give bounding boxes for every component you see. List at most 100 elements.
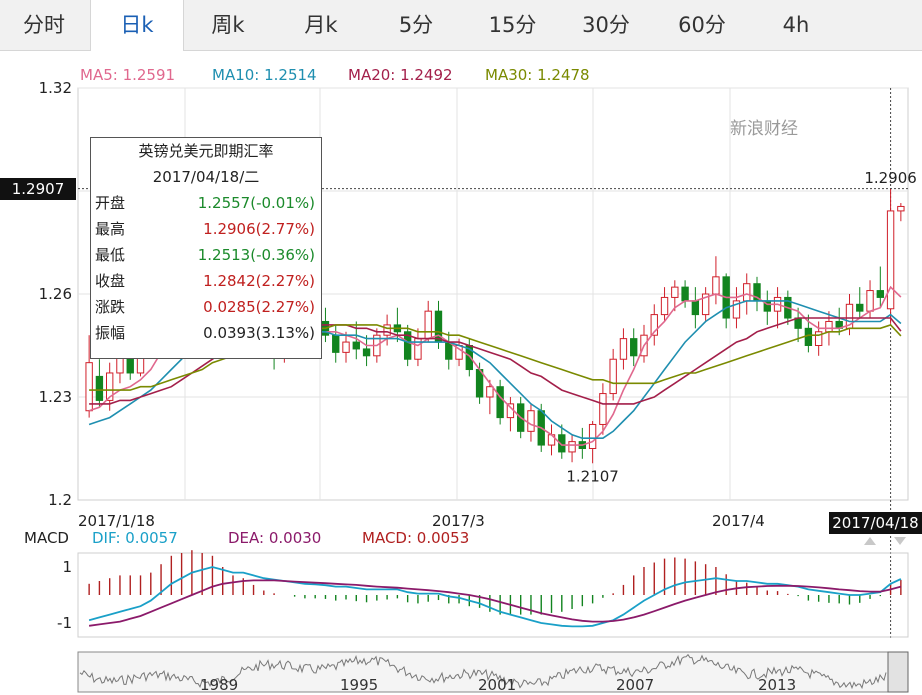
overview-year-label: 2001 (478, 676, 516, 694)
overview-year-label: 1989 (200, 676, 238, 694)
tab-2[interactable]: 周k (211, 13, 245, 37)
tab-1[interactable]: 日k (90, 0, 184, 51)
macd-plot-frame (77, 552, 909, 638)
candle-body (743, 283, 751, 302)
candle-body (424, 310, 432, 340)
info-title: 英镑兑美元即期汇率 (138, 142, 274, 160)
candle-body (599, 393, 607, 425)
candle-body (876, 290, 884, 298)
info-row-label: 开盘 (95, 194, 126, 212)
date-tick-label: 2017/1/18 (78, 512, 155, 530)
candle-body (619, 338, 628, 360)
info-row-label: 最高 (95, 220, 126, 238)
scroll-down-arrow-icon[interactable] (894, 537, 906, 545)
macd-legend-item: DEA: 0.0030 (228, 529, 321, 547)
ma-legend: MA5: 1.2591 MA10: 1.2514 MA20: 1.2492 MA30:… (80, 66, 590, 84)
overview-year-label: 1995 (340, 676, 378, 694)
candle-body (403, 331, 412, 360)
info-row-value: 1.2513(-0.36%) (197, 246, 315, 264)
candle-body (352, 341, 360, 350)
low-price-label: 1.2107 (566, 467, 619, 485)
candle-body (496, 386, 504, 419)
macd-legend-item: MACD: 0.0053 (362, 529, 469, 547)
overview-range-handle[interactable] (887, 651, 909, 693)
macd-legend-item: DIF: 0.0057 (92, 529, 178, 547)
candle-body (362, 348, 371, 357)
info-row-label: 收盘 (95, 272, 126, 290)
high-price-label: 1.2906 (864, 169, 917, 187)
candle-body (691, 300, 700, 316)
tab-6[interactable]: 30分 (582, 13, 630, 37)
macd-tick-label: 1 (62, 558, 72, 576)
tab-8[interactable]: 4h (782, 13, 810, 37)
price-axis: 1.32 1.26 1.23 1.2 (39, 79, 72, 509)
candle-body (342, 341, 350, 353)
date-tick-label: 2017/4 (712, 512, 765, 530)
tab-0[interactable]: 分时 (23, 13, 65, 37)
price-tick-label: 1.2 (48, 491, 72, 509)
info-row-value: 0.0285(2.27%) (203, 298, 315, 316)
candle-body (866, 290, 874, 312)
candle-body (558, 434, 566, 453)
info-row: 涨跌 0.0285(2.27%) (91, 294, 321, 320)
info-row: 振幅 0.0393(3.13%) (91, 320, 321, 346)
tab-4[interactable]: 5分 (398, 13, 434, 37)
candle-body (712, 276, 720, 295)
candle-body (732, 300, 741, 319)
info-row-value: 0.0393(3.13%) (203, 324, 315, 342)
candle-body (804, 327, 813, 347)
current-date-tag: 2017/04/18 (829, 512, 922, 534)
candle-body (630, 338, 638, 357)
overview-navigator: 1989 1995 2001 2007 2013 (77, 651, 909, 694)
period-tab-bar: 分时 日k 周k 月k 5分 15分 30分 60分 4h (0, 0, 922, 51)
overview-year-label: 2013 (758, 676, 796, 694)
ma-legend-item: MA10: 1.2514 (212, 66, 317, 84)
tab-5[interactable]: 15分 (488, 13, 537, 37)
dif-line (88, 566, 902, 628)
candle-body (95, 375, 104, 401)
date-tick-label: 2017/3 (432, 512, 485, 530)
candle-body (681, 286, 689, 302)
info-date: 2017/04/18/二 (152, 168, 260, 186)
candle-body (701, 293, 710, 316)
macd-panel: MACD DIF: 0.0057 DEA: 0.0030 MACD: 0.0053 1 -… (24, 529, 909, 638)
candle-body (106, 372, 114, 401)
macd-tick-label: -1 (57, 614, 72, 632)
info-row-label: 涨跌 (95, 298, 126, 316)
candle-body (486, 386, 494, 398)
candle-body (609, 358, 617, 395)
overview-frame[interactable] (77, 651, 909, 693)
tab-3[interactable]: 月k (304, 13, 338, 37)
ohlc-info-box: 英镑兑美元即期汇率 2017/04/18/二 开盘 1.2557(-0.01%) 最… (90, 137, 322, 359)
tab-7[interactable]: 60分 (678, 13, 726, 37)
annotations: 1.2906 1.2107 (566, 169, 916, 485)
dea-line (88, 579, 902, 627)
info-row-value: 1.2842(2.27%) (203, 272, 315, 290)
candle-body (588, 423, 597, 450)
info-row: 收盘 1.2842(2.27%) (91, 268, 321, 294)
info-row-value: 1.2906(2.77%) (203, 220, 315, 238)
ma-legend-item: MA30: 1.2478 (485, 66, 590, 84)
info-row: 最高 1.2906(2.77%) (91, 216, 321, 242)
candle-body (856, 303, 864, 312)
candle-body (445, 341, 453, 360)
candle-body (383, 324, 391, 336)
candle-body (814, 331, 823, 346)
macd-legend-item: MACD (24, 529, 69, 547)
overview-year-label: 2007 (616, 676, 654, 694)
candle-body (825, 320, 833, 333)
candle-body (568, 441, 576, 453)
price-tick-label: 1.23 (39, 388, 72, 406)
price-tick-label: 1.32 (39, 79, 72, 97)
watermark-text: 新浪财经 (730, 119, 798, 139)
candle-body (527, 410, 535, 432)
overview-history-line (79, 653, 887, 690)
info-row: 开盘 1.2557(-0.01%) (91, 190, 321, 216)
info-row-label: 振幅 (95, 324, 126, 342)
candle-body (671, 286, 679, 298)
candle-body (660, 296, 669, 316)
info-row: 最低 1.2513(-0.36%) (91, 242, 321, 268)
info-row-label: 最低 (95, 246, 126, 264)
scroll-up-arrow-icon[interactable] (864, 537, 876, 545)
